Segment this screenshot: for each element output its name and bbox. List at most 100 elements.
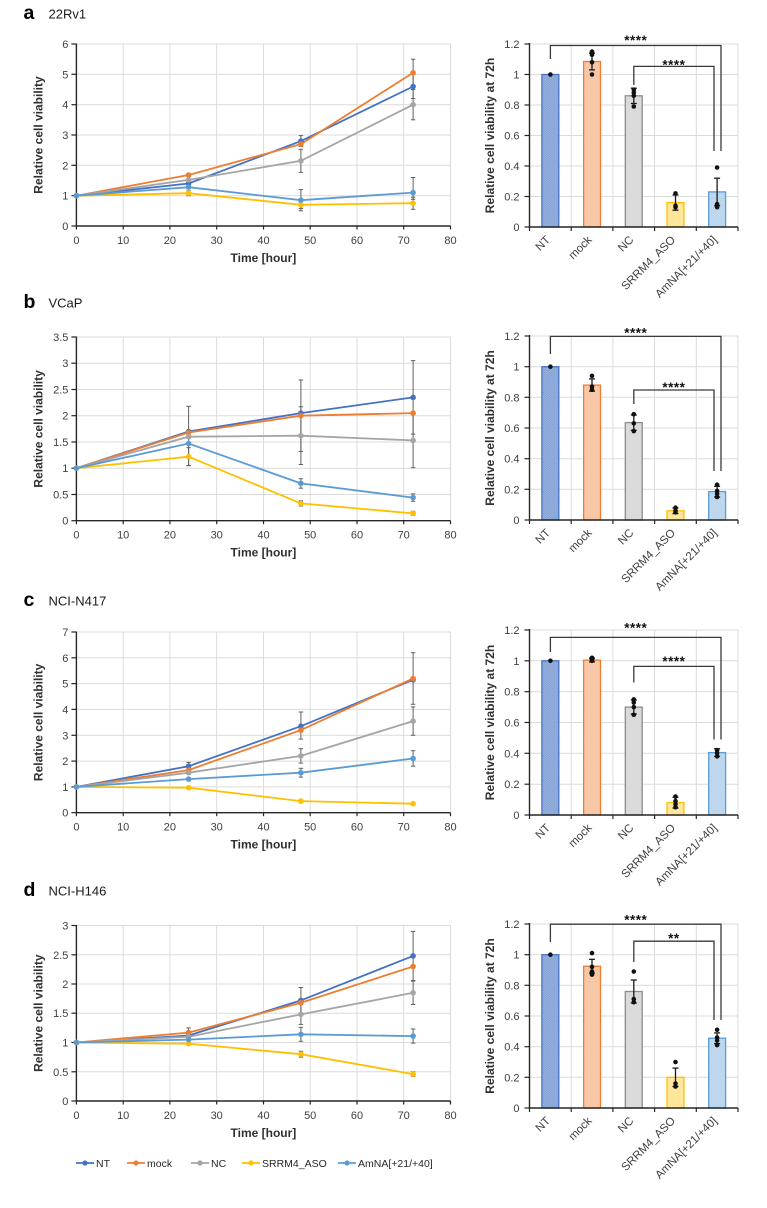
svg-text:Relative cell viability: Relative cell viability: [32, 663, 46, 781]
svg-text:****: ****: [624, 913, 647, 928]
svg-text:80: 80: [444, 235, 456, 247]
svg-text:0.2: 0.2: [504, 779, 519, 791]
svg-text:SRRM4_ASO: SRRM4_ASO: [262, 1158, 327, 1170]
svg-text:Relative cell viability: Relative cell viability: [32, 76, 46, 194]
svg-text:Time [hour]: Time [hour]: [231, 838, 297, 852]
svg-text:NCI-H146: NCI-H146: [49, 884, 107, 899]
svg-text:80: 80: [444, 822, 456, 834]
svg-text:1: 1: [513, 950, 519, 962]
svg-text:1: 1: [62, 1038, 68, 1050]
svg-text:3: 3: [62, 730, 68, 742]
svg-text:0: 0: [73, 530, 79, 542]
svg-text:50: 50: [304, 1110, 316, 1122]
svg-text:****: ****: [662, 57, 685, 72]
svg-text:6: 6: [62, 39, 68, 51]
svg-text:70: 70: [398, 1110, 410, 1122]
svg-text:80: 80: [444, 1110, 456, 1122]
svg-text:****: ****: [624, 326, 647, 341]
svg-text:1.5: 1.5: [53, 437, 68, 449]
svg-text:Relative cell viability at 72h: Relative cell viability at 72h: [483, 350, 497, 505]
svg-text:0.4: 0.4: [504, 748, 519, 760]
svg-text:1.2: 1.2: [504, 625, 519, 637]
svg-text:30: 30: [211, 235, 223, 247]
svg-text:1: 1: [62, 191, 68, 203]
svg-text:2.5: 2.5: [53, 950, 68, 962]
svg-text:1: 1: [513, 656, 519, 668]
svg-text:b: b: [24, 291, 36, 313]
svg-text:0: 0: [513, 810, 519, 822]
svg-text:10: 10: [117, 1110, 129, 1122]
svg-text:30: 30: [211, 530, 223, 542]
svg-text:NCI-N417: NCI-N417: [49, 594, 107, 609]
svg-text:0: 0: [62, 808, 68, 820]
svg-text:3: 3: [62, 921, 68, 933]
svg-text:70: 70: [398, 822, 410, 834]
svg-text:0.8: 0.8: [504, 687, 519, 699]
svg-text:0.6: 0.6: [504, 718, 519, 730]
svg-text:0: 0: [62, 1096, 68, 1108]
svg-text:d: d: [24, 879, 36, 901]
svg-text:50: 50: [304, 822, 316, 834]
svg-text:0.2: 0.2: [504, 484, 519, 496]
svg-text:0: 0: [62, 516, 68, 528]
svg-text:1.2: 1.2: [504, 919, 519, 931]
svg-text:1: 1: [513, 362, 519, 374]
svg-text:Relative cell viability at 72h: Relative cell viability at 72h: [483, 938, 497, 1093]
svg-text:2: 2: [62, 979, 68, 991]
svg-text:1: 1: [513, 70, 519, 82]
svg-text:Relative cell viability at 72h: Relative cell viability at 72h: [483, 58, 497, 213]
svg-text:Relative cell viability at 72h: Relative cell viability at 72h: [483, 645, 497, 800]
svg-text:60: 60: [351, 822, 363, 834]
svg-text:a: a: [24, 2, 35, 24]
svg-text:7: 7: [62, 627, 68, 639]
svg-text:2: 2: [62, 160, 68, 172]
svg-text:1.2: 1.2: [504, 331, 519, 343]
svg-text:0.4: 0.4: [504, 161, 519, 173]
svg-text:50: 50: [304, 235, 316, 247]
svg-text:60: 60: [351, 530, 363, 542]
svg-text:Time [hour]: Time [hour]: [231, 1126, 297, 1140]
svg-text:20: 20: [164, 1110, 176, 1122]
svg-text:0.8: 0.8: [504, 100, 519, 112]
svg-text:****: ****: [624, 620, 647, 635]
svg-text:Time [hour]: Time [hour]: [231, 546, 297, 560]
svg-text:0: 0: [73, 235, 79, 247]
svg-text:3.5: 3.5: [53, 332, 68, 344]
svg-text:1.5: 1.5: [53, 1008, 68, 1020]
svg-text:30: 30: [211, 822, 223, 834]
svg-text:0.6: 0.6: [504, 1011, 519, 1023]
svg-text:****: ****: [662, 654, 685, 669]
svg-text:70: 70: [398, 530, 410, 542]
svg-text:0: 0: [62, 221, 68, 233]
svg-text:5: 5: [62, 679, 68, 691]
svg-text:0.6: 0.6: [504, 131, 519, 143]
svg-text:10: 10: [117, 530, 129, 542]
svg-text:40: 40: [257, 822, 269, 834]
svg-text:2: 2: [62, 411, 68, 423]
svg-text:**: **: [668, 931, 680, 946]
svg-text:****: ****: [662, 380, 685, 395]
svg-text:Relative cell viability: Relative cell viability: [32, 370, 46, 488]
svg-text:50: 50: [304, 530, 316, 542]
svg-text:0.2: 0.2: [504, 1072, 519, 1084]
svg-text:Relative cell viability: Relative cell viability: [32, 954, 46, 1072]
svg-text:22Rv1: 22Rv1: [49, 7, 87, 22]
svg-text:0.2: 0.2: [504, 192, 519, 204]
svg-text:AmNA[+21/+40]: AmNA[+21/+40]: [358, 1158, 433, 1170]
svg-text:20: 20: [164, 235, 176, 247]
svg-text:1.2: 1.2: [504, 39, 519, 51]
svg-text:4: 4: [62, 704, 68, 716]
svg-text:70: 70: [398, 235, 410, 247]
svg-text:0.4: 0.4: [504, 1042, 519, 1054]
svg-text:0.8: 0.8: [504, 980, 519, 992]
svg-text:1: 1: [62, 782, 68, 794]
svg-text:4: 4: [62, 100, 68, 112]
svg-text:30: 30: [211, 1110, 223, 1122]
svg-text:3: 3: [62, 130, 68, 142]
svg-text:5: 5: [62, 69, 68, 81]
svg-text:60: 60: [351, 235, 363, 247]
svg-text:0.4: 0.4: [504, 454, 519, 466]
svg-text:mock: mock: [147, 1158, 173, 1170]
svg-text:10: 10: [117, 822, 129, 834]
svg-text:40: 40: [257, 235, 269, 247]
